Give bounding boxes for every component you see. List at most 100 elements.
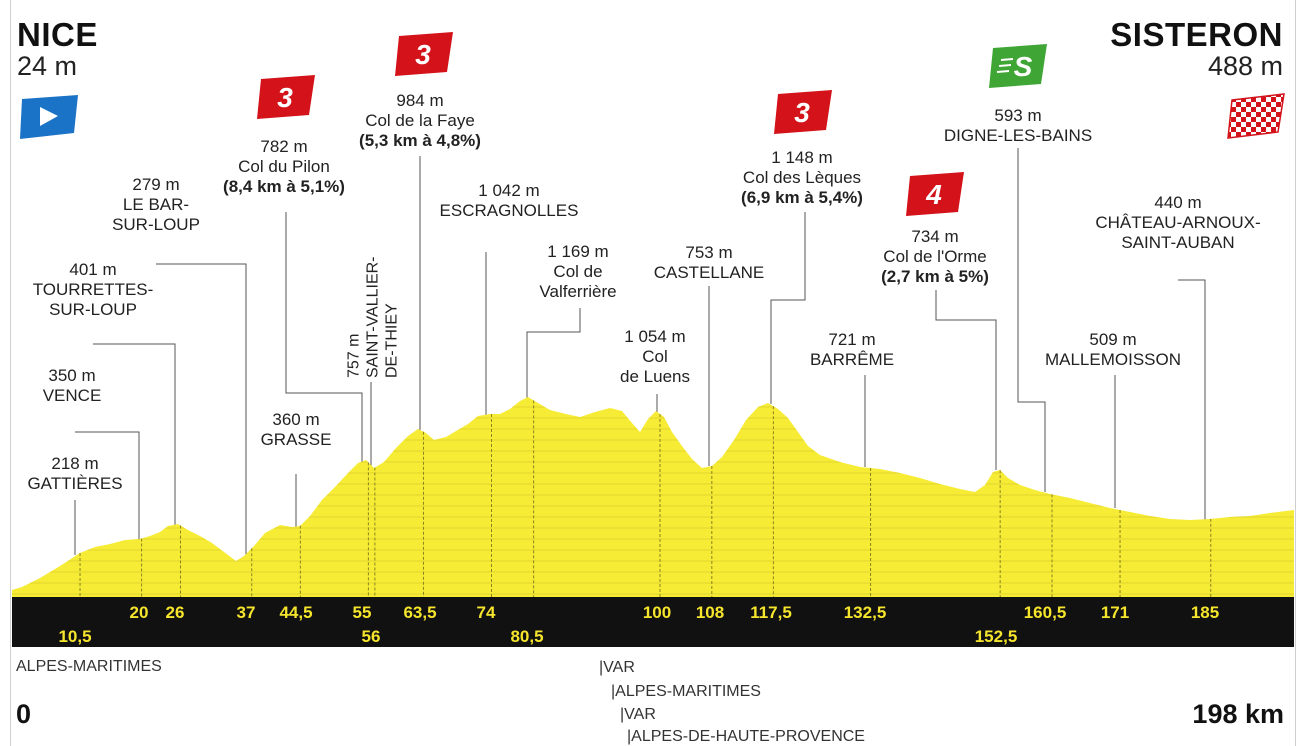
leader-line: [1178, 279, 1206, 520]
place-name: MALLEMOISSON: [1044, 350, 1182, 369]
altitude: 1 042 m: [478, 181, 540, 200]
altitude: 350 m: [48, 366, 96, 385]
km-label: 80,5: [510, 627, 544, 646]
category-4-climb-badge-orme: 4: [906, 172, 964, 216]
point-label-valferriere: 1 169 m Col de Valferrière: [539, 242, 616, 302]
place-name: ESCRAGNOLLES: [439, 201, 579, 220]
km-label: 117,5: [750, 603, 792, 622]
altitude: 440 m: [1154, 193, 1202, 212]
place-name: de Luens: [620, 367, 690, 386]
point-label-escragnolles: 1 042 m ESCRAGNOLLES: [440, 181, 579, 221]
point-label-luens: 1 054 m Col de Luens: [620, 327, 690, 387]
point-label-orme: 734 m Col de l'Orme (2,7 km à 5%): [881, 227, 989, 287]
point-label-vence: 350 m VENCE: [43, 366, 102, 406]
place-name: SAINT-AUBAN: [1121, 233, 1235, 252]
finish-km: 198 km: [1192, 699, 1284, 729]
category-3-climb-badge-leques: 3: [774, 90, 832, 134]
km-label: 56: [361, 627, 381, 646]
leader-lines: [74, 148, 1206, 560]
place-name: SUR-LOUP: [112, 215, 200, 234]
place-name: GRASSE: [260, 430, 332, 449]
category-label: 3: [794, 97, 810, 128]
point-label-barreme: 721 m BARRÊME: [810, 330, 894, 370]
place-name: Col de: [553, 262, 603, 281]
altitude: 782 m: [260, 137, 308, 156]
km-label: 132,5: [843, 603, 887, 622]
km-label: 10,5: [58, 627, 92, 646]
place-name: DIGNE-LES-BAINS: [943, 126, 1093, 145]
point-label-mallemoisson: 509 m MALLEMOISSON: [1045, 330, 1181, 370]
leader-line: [526, 308, 581, 398]
point-label-gattieres: 218 m GATTIÈRES: [27, 454, 122, 494]
place-name: GATTIÈRES: [27, 474, 123, 493]
place-name: TOURRETTES-: [32, 280, 154, 299]
altitude: 1 169 m: [547, 242, 609, 261]
km-drop-lines: [79, 400, 1212, 597]
km-label: 100: [642, 603, 672, 622]
finish-altitude: 488 m: [1207, 51, 1283, 81]
altitude: 1 148 m: [771, 148, 833, 167]
start-town-name: NICE: [17, 16, 98, 53]
department-var: |VAR: [599, 659, 635, 676]
department-alpes-de-haute-provence: |ALPES-DE-HAUTE-PROVENCE: [627, 728, 865, 745]
category-3-climb-badge-pilon: 3: [257, 75, 315, 119]
point-label-faye: 984 m Col de la Faye (5,3 km à 4,8%): [359, 91, 481, 151]
point-label-leques: 1 148 m Col des Lèques (6,9 km à 5,4%): [741, 148, 863, 208]
km-label: 20: [129, 603, 149, 622]
km-label: 55: [352, 603, 372, 622]
point-label-saint-vallier: 757 m SAINT-VALLIER- DE-THIEY: [345, 208, 402, 378]
point-label-chateau-arnoux: 440 m CHÂTEAU-ARNOUX- SAINT-AUBAN: [1095, 193, 1260, 253]
altitude: 360 m: [272, 410, 320, 429]
altitude: 1 054 m: [624, 327, 686, 346]
km-label: 171: [1100, 603, 1130, 622]
leader-line: [75, 431, 140, 540]
point-label-castellane: 753 m CASTELLANE: [654, 243, 765, 283]
category-label: 4: [925, 179, 942, 210]
category-label: 3: [415, 39, 431, 70]
altitude: 218 m: [51, 454, 99, 473]
km-band: [12, 597, 1294, 647]
climb-info: (6,9 km à 5,4%): [741, 188, 863, 207]
altitude: 734 m: [911, 227, 959, 246]
km-label: 44,5: [279, 603, 313, 622]
km-label: 37: [236, 603, 256, 622]
place-name: Col des Lèques: [742, 168, 862, 187]
department-alpes-maritimes: ALPES-MARITIMES: [16, 658, 162, 675]
km-label: 63,5: [403, 603, 437, 622]
altitude: 509 m: [1089, 330, 1137, 349]
altitude: 401 m: [69, 260, 117, 279]
frame-right-line: [1295, 0, 1296, 746]
altitude: 757 m: [345, 333, 363, 378]
place-name: Col de la Faye: [365, 111, 475, 130]
place-name: BARRÊME: [809, 350, 895, 369]
elevation-profile-area: [12, 397, 1294, 597]
climb-info: (8,4 km à 5,1%): [223, 177, 345, 196]
km-label: 26: [165, 603, 185, 622]
category-3-climb-badge-faye: 3: [395, 32, 453, 76]
place-name: Col du Pilon: [238, 157, 330, 176]
altitude: 721 m: [828, 330, 876, 349]
altitude: 593 m: [994, 106, 1042, 125]
finish-town-name: SISTERON: [1110, 16, 1283, 53]
place-name: Col de l'Orme: [883, 247, 987, 266]
leader-line: [770, 212, 806, 404]
point-label-pilon: 782 m Col du Pilon (8,4 km à 5,1%): [223, 137, 345, 197]
place-name: CASTELLANE: [653, 263, 765, 282]
department-alpes-maritimes-2: |ALPES-MARITIMES: [611, 683, 761, 700]
altitude: 984 m: [396, 91, 444, 110]
leader-line: [93, 343, 176, 526]
climb-info: (5,3 km à 4,8%): [359, 131, 481, 150]
sprint-label: S: [1014, 51, 1033, 82]
leader-line: [1017, 148, 1046, 492]
place-name: DE-THIEY: [383, 303, 401, 378]
km-label: 108: [695, 603, 725, 622]
start-km: 0: [16, 699, 32, 729]
climb-info: (2,7 km à 5%): [881, 267, 989, 286]
start-flag-icon: [20, 95, 78, 139]
place-name: LE BAR-: [122, 195, 190, 214]
altitude: 753 m: [685, 243, 733, 262]
start-altitude: 24 m: [17, 51, 78, 81]
frame-left-line: [10, 0, 11, 746]
place-name: Valferrière: [539, 282, 617, 301]
